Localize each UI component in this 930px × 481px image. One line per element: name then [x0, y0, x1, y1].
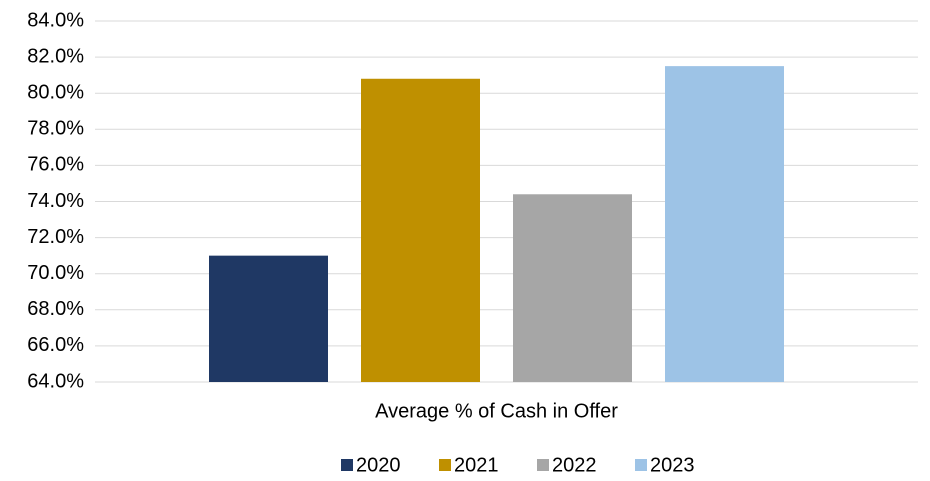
legend-label: 2022	[552, 454, 597, 476]
bar	[209, 255, 328, 382]
legend-swatch	[439, 459, 451, 471]
y-tick-label: 74.0%	[27, 190, 84, 212]
y-tick-label: 84.0%	[27, 9, 84, 31]
y-tick-label: 64.0%	[27, 370, 84, 392]
bar	[665, 66, 784, 382]
legend-swatch	[341, 459, 353, 471]
y-tick-label: 66.0%	[27, 334, 84, 356]
legend-label: 2023	[650, 454, 695, 476]
y-tick-label: 80.0%	[27, 81, 84, 103]
legend-label: 2020	[356, 454, 401, 476]
bar	[361, 78, 480, 382]
legend-swatch	[635, 459, 647, 471]
legend-swatch	[537, 459, 549, 471]
y-tick-label: 82.0%	[27, 45, 84, 67]
y-tick-label: 76.0%	[27, 154, 84, 176]
x-tick-label: Average % of Cash in Offer	[375, 400, 618, 422]
y-tick-label: 78.0%	[27, 118, 84, 140]
legend-label: 2021	[454, 454, 499, 476]
y-tick-label: 70.0%	[27, 262, 84, 284]
bar	[513, 194, 632, 382]
y-tick-label: 68.0%	[27, 298, 84, 320]
y-tick-label: 72.0%	[27, 226, 84, 248]
